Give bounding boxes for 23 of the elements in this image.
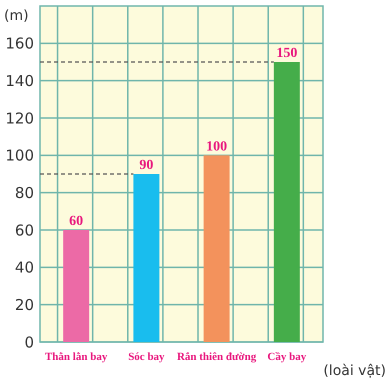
y-tick-label: 120 [5, 109, 34, 128]
y-tick-label: 40 [14, 258, 34, 277]
bar [204, 155, 230, 342]
y-tick-label: 160 [5, 34, 34, 53]
y-tick-label: 20 [14, 296, 34, 314]
data-label: 90 [139, 158, 154, 173]
data-label: 60 [69, 214, 84, 229]
x-tick-label: Cầy bay [267, 351, 307, 363]
data-label: 150 [276, 46, 298, 61]
y-tick-label: 100 [5, 146, 34, 165]
y-axis-title: (m) [4, 8, 29, 24]
y-tick-label: 80 [14, 184, 34, 202]
data-label: 100 [206, 139, 228, 154]
x-tick-label: Rắn thiên đường [176, 351, 257, 363]
y-tick-label: 0 [24, 333, 34, 352]
bar [133, 174, 160, 342]
x-axis-title: (loài vật) [323, 363, 386, 379]
x-tick-label: Sóc bay [128, 351, 166, 363]
y-tick-label: 140 [5, 72, 34, 90]
x-tick-label: Thằn lằn bay [44, 351, 108, 363]
bar [63, 230, 90, 342]
y-tick-label: 60 [14, 221, 34, 240]
bar [274, 62, 300, 342]
